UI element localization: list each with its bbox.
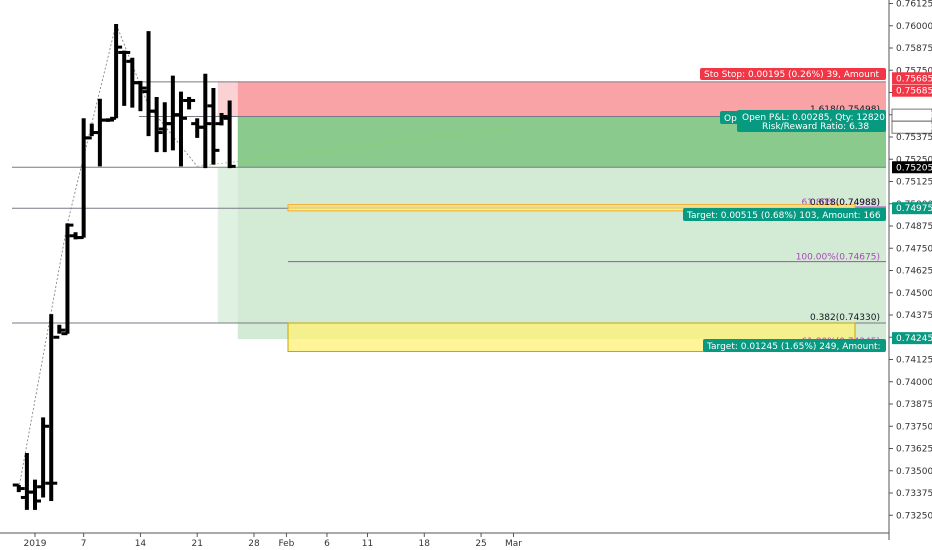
svg-text:Open P&L: 0.00285, Qty: 12820: Open P&L: 0.00285, Qty: 12820	[742, 113, 885, 123]
svg-text:Ope: Ope	[724, 114, 743, 124]
target2-annotation[interactable]: Target: 0.01245 (1.65%) 249, Amount:	[703, 339, 886, 352]
ohlc-bar[interactable]	[53, 324, 66, 339]
time-axis[interactable]: 2019 7 14 21 28 Feb 6 11 18 25 Mar	[0, 532, 889, 549]
time-tick-label: 11	[362, 539, 373, 549]
ohlc-bar[interactable]	[150, 96, 163, 153]
ohlc-bar[interactable]	[174, 91, 187, 167]
target-box[interactable]	[287, 204, 856, 212]
fib-label: 100.00%(0.74675)	[796, 253, 880, 263]
price-tick-label: 0.76000	[896, 22, 932, 32]
time-tick-label: Mar	[505, 539, 522, 549]
price-tick-label: 0.73500	[896, 467, 932, 477]
ohlc-bar[interactable]	[12, 483, 25, 493]
time-tick-label: 18	[419, 539, 431, 549]
ohlc-bar[interactable]	[199, 73, 212, 169]
stop-zone-faded[interactable]	[217, 81, 238, 117]
ohlc-bar[interactable]	[134, 80, 147, 112]
time-tick-label: 6	[324, 539, 330, 549]
ohlc-bar[interactable]	[110, 23, 123, 120]
price-tick-label: 0.74625	[896, 267, 932, 277]
position-annotations[interactable]: Sto Stop: 0.00195 (0.26%) 39, Amount Ope O…	[683, 68, 886, 352]
svg-text:0.75490: 0.75490	[896, 123, 932, 133]
price-tag: 0.75685	[892, 84, 932, 97]
price-tick-label: 0.74750	[896, 244, 932, 254]
svg-text:Risk/Reward Ratio: 6.38: Risk/Reward Ratio: 6.38	[762, 122, 869, 132]
time-tick-label: 14	[135, 539, 147, 549]
ohlc-bar[interactable]	[101, 118, 114, 122]
price-tag: 0.75490	[891, 120, 932, 134]
price-tick-label: 0.75750	[896, 66, 932, 76]
price-tag: 0.75205	[892, 161, 932, 174]
profit-extension-zone[interactable]	[237, 167, 886, 340]
fib-overlap-label: 0.618(0.74988)	[810, 198, 880, 208]
price-tag: 0.75490	[891, 108, 932, 122]
price-tag: 0.75685	[892, 72, 932, 85]
price-tags: 0.75685 0.75685 0.75490 0.75490 0.75205 0.749…	[891, 72, 932, 345]
time-tick-label: 21	[191, 539, 202, 549]
price-tick-label: 0.74500	[896, 289, 932, 299]
position-zones[interactable]	[217, 81, 886, 340]
ohlc-bar[interactable]	[118, 50, 131, 106]
price-tick-label: 0.75875	[896, 44, 932, 54]
price-tick-label: 0.74875	[896, 222, 932, 232]
price-tick-label: 0.73625	[896, 445, 932, 455]
svg-text:0.74245: 0.74245	[896, 334, 932, 344]
ohlc-bar[interactable]	[207, 88, 220, 165]
ohlc-bars[interactable]	[12, 23, 236, 510]
pnl-annotation[interactable]: Open P&L: 0.00285, Qty: 12820Risk/Reward…	[737, 110, 886, 132]
price-tick-label: 0.74375	[896, 311, 932, 321]
open-prefix-annotation[interactable]: Ope	[720, 111, 743, 124]
profit-zone-faded[interactable]	[217, 167, 238, 324]
svg-text:0.74975: 0.74975	[896, 204, 932, 214]
ohlc-bar[interactable]	[215, 112, 228, 126]
time-tick-label: Feb	[278, 539, 294, 549]
svg-text:0.75685: 0.75685	[896, 74, 932, 84]
svg-text:0.75685: 0.75685	[896, 87, 932, 97]
level-label: 0.382(0.74330)	[810, 313, 880, 323]
time-tick-label: 2019	[24, 539, 47, 549]
price-tick-label: 0.75375	[896, 133, 932, 143]
price-tick-label: 0.74125	[896, 356, 932, 366]
price-tag: 0.74245	[892, 332, 932, 345]
price-tick-label: 0.76125	[896, 0, 932, 10]
ohlc-bar[interactable]	[45, 314, 58, 502]
price-tick-label: 0.73250	[896, 511, 932, 521]
target1-annotation[interactable]: Target: 0.00515 (0.68%) 103, Amount: 166	[683, 208, 886, 221]
ohlc-bar[interactable]	[223, 100, 236, 169]
price-tick-label: 0.73375	[896, 489, 932, 499]
svg-text:Sto Stop: 0.00195 (0.26%) 39,: Sto Stop: 0.00195 (0.26%) 39, Amount	[704, 70, 880, 80]
stop-annotation[interactable]: Sto Stop: 0.00195 (0.26%) 39, Amount	[700, 68, 886, 80]
svg-text:Target: 0.01245 (1.65%) 249, A: Target: 0.01245 (1.65%) 249, Amount:	[706, 342, 881, 352]
svg-text:0.75490: 0.75490	[896, 111, 932, 121]
price-tick-label: 0.74000	[896, 378, 932, 388]
time-tick-label: 25	[475, 539, 486, 549]
time-tick-label: 28	[248, 539, 260, 549]
fib-label: 61.80%(0.74982)	[801, 198, 880, 208]
price-tick-label: 0.73750	[896, 422, 932, 432]
price-tick-label: 0.75125	[896, 178, 932, 188]
svg-text:0.75205: 0.75205	[896, 163, 932, 173]
ohlc-bar[interactable]	[37, 417, 50, 498]
svg-text:Target: 0.00515 (0.68%) 103, A: Target: 0.00515 (0.68%) 103, Amount: 166	[686, 211, 881, 221]
time-tick-label: 7	[81, 539, 87, 549]
price-tick-label: 0.75250	[896, 155, 932, 165]
ohlc-bar[interactable]	[61, 223, 74, 336]
ohlc-bar[interactable]	[29, 479, 41, 510]
ohlc-bar[interactable]	[183, 96, 196, 110]
price-tick-label: 0.73875	[896, 400, 932, 410]
price-tag: 0.74975	[892, 202, 932, 215]
